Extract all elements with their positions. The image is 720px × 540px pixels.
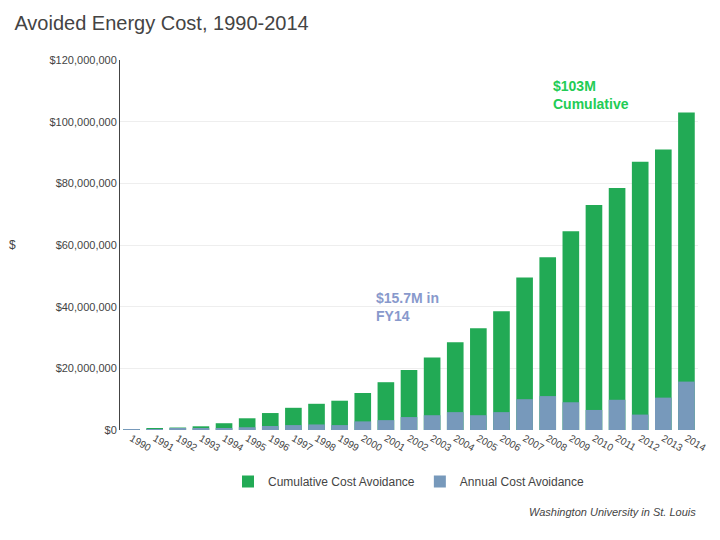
- svg-text:2006: 2006: [498, 433, 523, 454]
- svg-text:$20,000,000: $20,000,000: [56, 362, 117, 374]
- svg-text:2013: 2013: [660, 433, 685, 454]
- svg-text:2012: 2012: [637, 433, 662, 454]
- svg-text:$103MCumulative: $103MCumulative: [553, 78, 629, 112]
- svg-text:1993: 1993: [197, 433, 222, 454]
- svg-text:2010: 2010: [590, 433, 615, 454]
- svg-text:2009: 2009: [567, 433, 592, 454]
- svg-text:$60,000,000: $60,000,000: [56, 239, 117, 251]
- svg-text:2003: 2003: [429, 433, 454, 454]
- svg-text:2004: 2004: [452, 433, 477, 454]
- svg-text:2014: 2014: [683, 433, 708, 454]
- svg-text:$100,000,000: $100,000,000: [50, 116, 117, 128]
- svg-text:$15.7M inFY14: $15.7M inFY14: [376, 290, 439, 324]
- svg-text:1991: 1991: [151, 433, 176, 454]
- svg-text:2002: 2002: [406, 433, 431, 454]
- svg-text:2011: 2011: [614, 433, 639, 453]
- svg-text:1992: 1992: [174, 433, 199, 454]
- svg-text:Annual Cost Avoidance: Annual Cost Avoidance: [460, 475, 584, 489]
- svg-text:$40,000,000: $40,000,000: [56, 301, 117, 313]
- svg-text:2005: 2005: [475, 433, 500, 454]
- svg-text:1990: 1990: [128, 433, 153, 454]
- svg-text:$120,000,000: $120,000,000: [50, 54, 117, 66]
- svg-text:1999: 1999: [336, 433, 361, 454]
- svg-text:1994: 1994: [221, 433, 246, 454]
- svg-text:$0: $0: [105, 424, 117, 436]
- svg-text:$80,000,000: $80,000,000: [56, 177, 117, 189]
- svg-text:1996: 1996: [267, 433, 292, 454]
- svg-text:Washington University in St. L: Washington University in St. Louis: [529, 506, 696, 518]
- svg-text:2008: 2008: [544, 433, 569, 454]
- svg-text:Cumulative Cost Avoidance: Cumulative Cost Avoidance: [268, 475, 415, 489]
- svg-text:1998: 1998: [313, 433, 338, 454]
- svg-text:Avoided Energy Cost, 1990-2014: Avoided Energy Cost, 1990-2014: [14, 12, 308, 34]
- svg-text:$: $: [9, 238, 16, 252]
- svg-text:2000: 2000: [359, 433, 384, 454]
- svg-text:2007: 2007: [521, 433, 546, 454]
- svg-text:1997: 1997: [290, 433, 315, 454]
- svg-text:2001: 2001: [382, 433, 407, 454]
- svg-text:1995: 1995: [244, 433, 269, 454]
